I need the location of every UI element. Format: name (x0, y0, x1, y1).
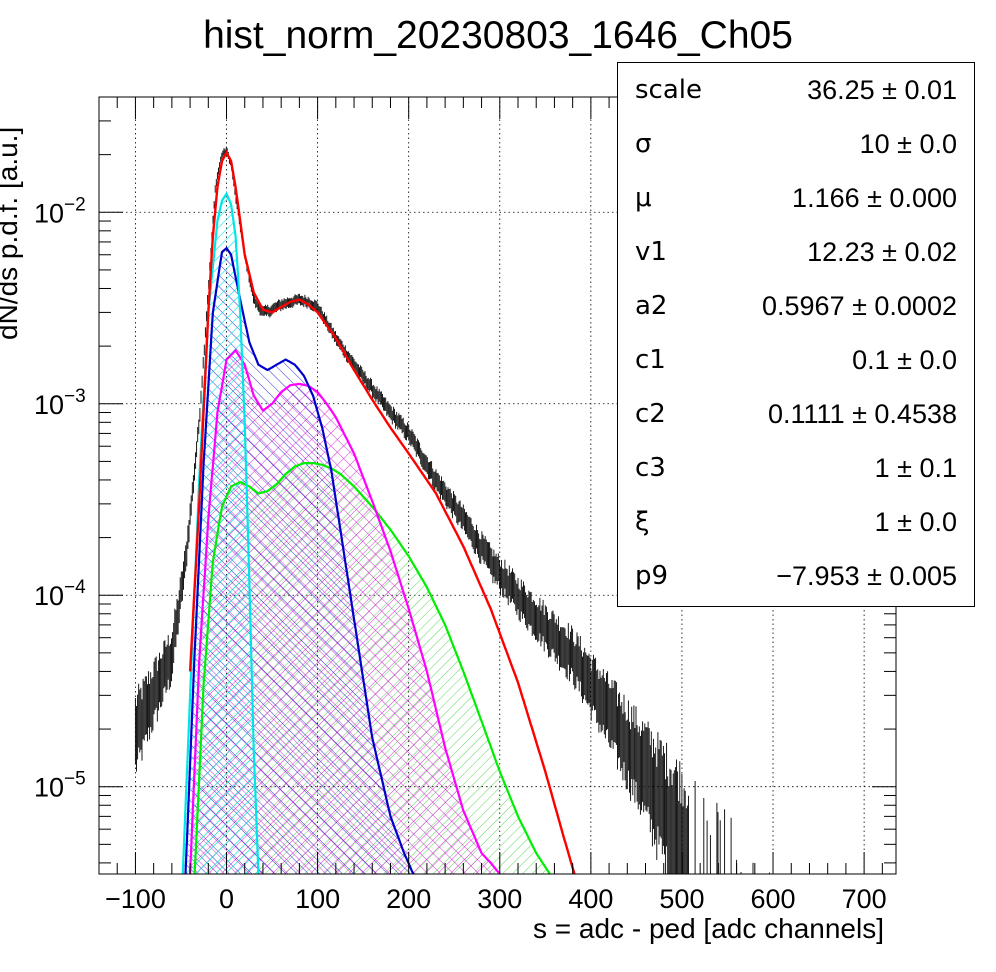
axes: −100 0 100 200 300 400 500 600 700 10−5 10−4 10−3 10… (34, 96, 896, 914)
stat-value: 1 ± 0.1 (874, 453, 957, 483)
x-tick-label: 0 (219, 884, 234, 914)
stat-name: c2 (635, 399, 666, 429)
x-axis-label: s = adc - ped [adc channels] (533, 913, 884, 944)
stat-name: a2 (635, 291, 668, 321)
stats-box: scale 36.25 ± 0.01 σ 10 ± 0.0 μ 1.166 ± 0.000… (617, 62, 975, 607)
y-tick-label: 10−2 (34, 194, 86, 228)
x-tick-label: 400 (568, 884, 613, 914)
stat-row: p9 −7.953 ± 0.005 (618, 549, 974, 603)
stat-value: 10 ± 0.0 (859, 129, 957, 159)
y-tick-label: 10−3 (34, 386, 86, 420)
stat-name: μ (635, 183, 652, 213)
stat-name: σ (635, 129, 652, 159)
x-tick-label: 700 (842, 884, 887, 914)
stat-row: c1 0.1 ± 0.0 (618, 333, 974, 387)
stat-row: μ 1.166 ± 0.000 (618, 171, 974, 225)
y-axis-label: dN/ds p.d.f. [a.u.] (0, 127, 23, 340)
stat-row: c2 0.1111 ± 0.4538 (618, 387, 974, 441)
stat-row: σ 10 ± 0.0 (618, 117, 974, 171)
stat-value: 0.1111 ± 0.4538 (768, 399, 957, 429)
chart-title: hist_norm_20230803_1646_Ch05 (203, 14, 793, 57)
stat-name: c1 (635, 345, 666, 375)
x-tick-label: 600 (751, 884, 796, 914)
stat-value: −7.953 ± 0.005 (776, 561, 957, 591)
stat-value: 1.166 ± 0.000 (792, 183, 957, 213)
y-tick-label: 10−5 (34, 769, 86, 803)
x-tick-label: 300 (477, 884, 522, 914)
series-layer (134, 147, 770, 874)
fit-curve-line (188, 150, 576, 874)
stat-value: 36.25 ± 0.01 (807, 75, 957, 105)
stat-name: c3 (635, 453, 666, 483)
x-tick-label: −100 (105, 884, 166, 914)
stat-name: ξ (635, 507, 650, 537)
green-component-line (193, 462, 551, 874)
stat-value: 12.23 ± 0.02 (807, 237, 957, 267)
stat-row: scale 36.25 ± 0.01 (618, 63, 974, 117)
stat-value: 1 ± 0.0 (874, 507, 957, 537)
stat-row: a2 0.5967 ± 0.0002 (618, 279, 974, 333)
y-tick-label: 10−4 (34, 577, 86, 611)
x-tick-label: 500 (659, 884, 704, 914)
stat-row: v1 12.23 ± 0.02 (618, 225, 974, 279)
stat-row: ξ 1 ± 0.0 (618, 495, 974, 549)
stat-name: v1 (635, 237, 667, 267)
stat-row: c3 1 ± 0.1 (618, 441, 974, 495)
x-tick-label: 100 (295, 884, 340, 914)
stat-value: 0.5967 ± 0.0002 (762, 291, 957, 321)
x-tick-label: 200 (386, 884, 431, 914)
blue-component-line (184, 246, 415, 874)
stat-name: p9 (635, 561, 669, 591)
stat-value: 0.1 ± 0.0 (852, 345, 957, 375)
stat-name: scale (635, 75, 702, 105)
